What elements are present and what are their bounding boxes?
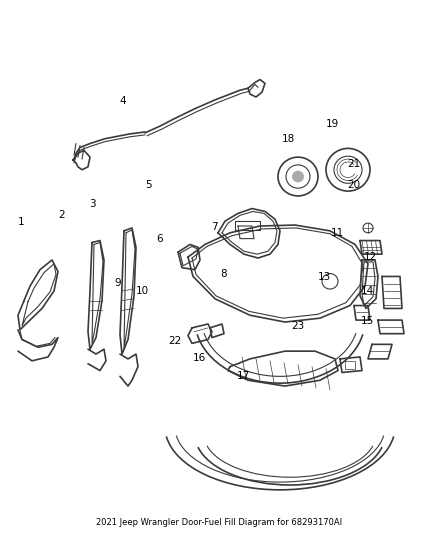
Bar (345, 361, 355, 369)
Text: 20: 20 (347, 180, 360, 190)
Text: 23: 23 (291, 321, 304, 330)
Text: 2: 2 (58, 209, 65, 220)
Text: 3: 3 (88, 199, 95, 209)
Text: 6: 6 (156, 234, 163, 244)
Text: 7: 7 (211, 222, 218, 232)
Text: 16: 16 (193, 353, 206, 364)
Text: 18: 18 (282, 134, 295, 143)
Circle shape (292, 171, 304, 182)
Text: 11: 11 (331, 228, 344, 238)
Text: 14: 14 (361, 286, 374, 296)
Text: 2021 Jeep Wrangler Door-Fuel Fill Diagram for 68293170AI: 2021 Jeep Wrangler Door-Fuel Fill Diagra… (96, 518, 342, 527)
Text: 1: 1 (18, 217, 25, 227)
Text: 4: 4 (119, 96, 126, 106)
Text: 5: 5 (145, 180, 152, 190)
Text: 12: 12 (364, 253, 377, 262)
Text: 15: 15 (361, 316, 374, 326)
Text: 21: 21 (347, 159, 360, 169)
Text: 13: 13 (318, 272, 331, 281)
Text: 22: 22 (169, 336, 182, 346)
Text: 17: 17 (237, 372, 250, 382)
Text: 19: 19 (325, 119, 339, 129)
Text: 8: 8 (220, 269, 227, 279)
Text: 10: 10 (136, 286, 149, 296)
Text: 9: 9 (114, 278, 121, 288)
